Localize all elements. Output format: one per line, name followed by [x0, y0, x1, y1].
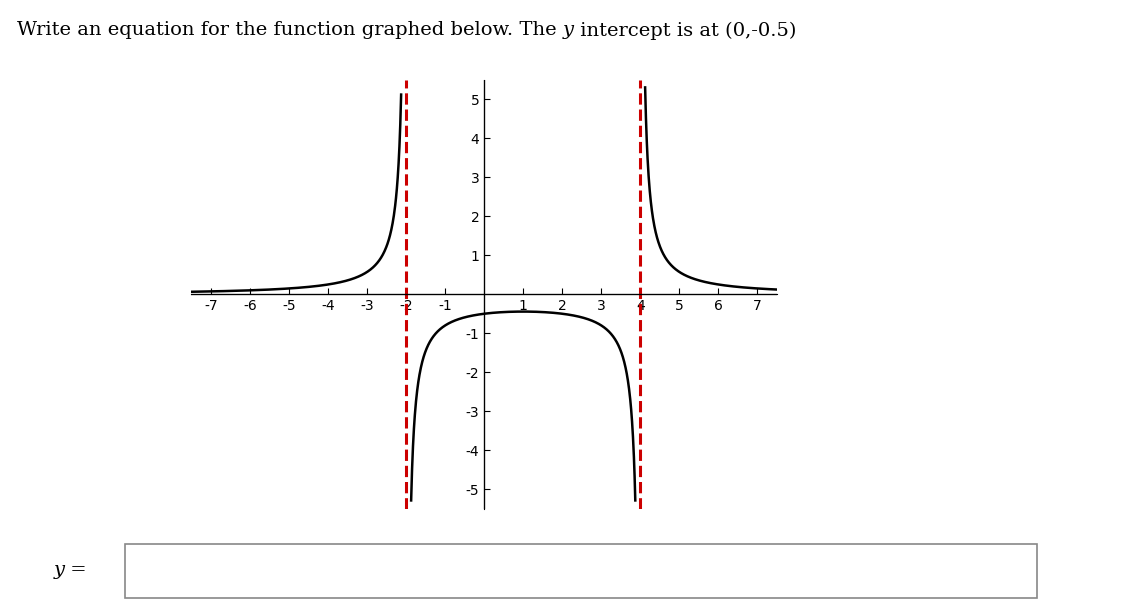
FancyBboxPatch shape [125, 544, 1037, 598]
Text: Write an equation for the function graphed below. The: Write an equation for the function graph… [17, 21, 563, 39]
Text: y: y [563, 21, 574, 39]
Text: y =: y = [54, 561, 88, 579]
Text: intercept is at (0,-0.5): intercept is at (0,-0.5) [574, 21, 796, 40]
